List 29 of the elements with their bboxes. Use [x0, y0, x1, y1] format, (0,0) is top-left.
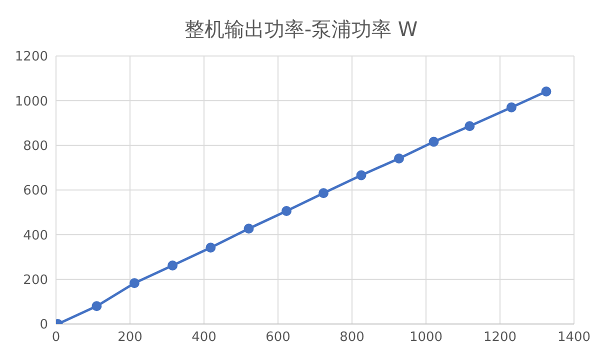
point	[318, 188, 329, 198]
x-tick-label: 200	[118, 330, 142, 346]
x-tick-label: 800	[340, 330, 364, 346]
point	[464, 121, 475, 132]
y-tick-label: 800	[23, 138, 48, 154]
y-tick-label: 600	[23, 184, 48, 199]
x-tick-label: 400	[192, 330, 216, 346]
point	[394, 154, 404, 164]
point	[129, 278, 140, 288]
y-tick-label: 1000	[14, 94, 48, 110]
x-tick-label: 600	[266, 330, 290, 346]
point	[541, 86, 552, 97]
y-tick-label: 0	[40, 318, 48, 333]
point	[206, 242, 216, 253]
y-tick-label: 200	[23, 272, 48, 288]
chart-title: 整机输出功率-泵浦功率 W	[183, 16, 419, 43]
x-tick-label: 1200	[483, 330, 517, 346]
point	[244, 224, 254, 234]
point	[92, 301, 102, 312]
point	[282, 206, 292, 216]
y-tick-label: 400	[23, 228, 48, 244]
point	[168, 260, 178, 270]
point	[428, 136, 439, 147]
x-tick-label: 0	[52, 330, 60, 346]
x-tick-label: 1400	[557, 330, 591, 346]
y-tick-label: 1200	[14, 50, 48, 65]
point	[506, 102, 516, 112]
point	[356, 170, 366, 180]
x-tick-label: 1000	[409, 330, 443, 346]
